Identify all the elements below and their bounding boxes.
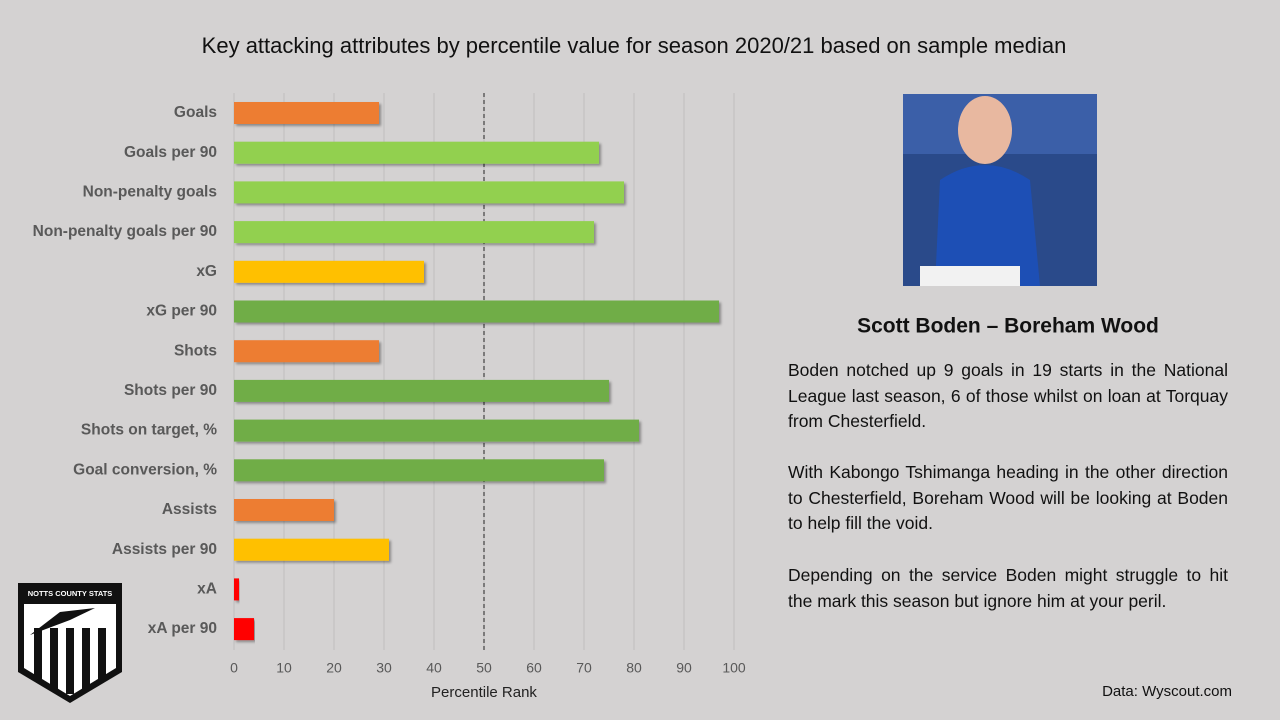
bar <box>234 578 239 601</box>
bar <box>234 419 639 442</box>
x-tick-label: 20 <box>326 660 342 676</box>
y-tick-label: xG per 90 <box>146 303 217 320</box>
chart-title: Key attacking attributes by percentile v… <box>202 33 1067 58</box>
panel-heading: Scott Boden – Boreham Wood <box>857 315 1159 338</box>
y-tick-label: Assists <box>162 501 217 518</box>
x-tick-label: 70 <box>576 660 592 676</box>
x-tick-label: 90 <box>676 660 692 676</box>
bar <box>234 618 254 641</box>
bar <box>234 459 604 482</box>
bar <box>234 300 719 323</box>
paragraph: Depending on the service Boden might str… <box>788 565 1228 611</box>
source: Data: Wyscout.com <box>1102 683 1232 700</box>
x-tick-label: 0 <box>230 660 238 676</box>
y-tick-label: Goals <box>174 104 217 121</box>
bar <box>234 340 379 363</box>
x-tick-label: 100 <box>722 660 746 676</box>
y-tick-label: xG <box>196 263 217 280</box>
x-tick-label: 40 <box>426 660 442 676</box>
paragraph: With Kabongo Tshimanga heading in the ot… <box>788 462 1228 533</box>
y-tick-label: Shots <box>174 342 217 359</box>
y-tick-label: Shots on target, % <box>81 422 217 439</box>
y-tick-label: Goals per 90 <box>124 144 217 161</box>
x-tick-label: 30 <box>376 660 392 676</box>
logo: NOTTS COUNTY STATS <box>18 583 122 703</box>
paragraph: Boden notched up 9 goals in 19 starts in… <box>788 360 1228 431</box>
bar <box>234 379 609 402</box>
bar <box>234 221 594 244</box>
x-tick-label: 50 <box>476 660 492 676</box>
bar <box>234 499 334 521</box>
x-tick-label: 80 <box>626 660 642 676</box>
y-tick-label: Assists per 90 <box>112 541 217 558</box>
player-photo <box>903 94 1097 286</box>
x-axis-label: Percentile Rank <box>431 684 537 701</box>
y-tick-label: xA per 90 <box>148 620 217 637</box>
bar <box>234 141 599 164</box>
y-tick-label: Non-penalty goals <box>83 183 217 200</box>
y-tick-label: Shots per 90 <box>124 382 217 399</box>
y-tick-label: Non-penalty goals per 90 <box>33 223 217 240</box>
y-tick-label: Goal conversion, % <box>73 461 217 478</box>
logo-text: NOTTS COUNTY STATS <box>28 589 113 598</box>
bar <box>234 181 624 204</box>
bar <box>234 102 379 124</box>
x-tick-label: 10 <box>276 660 292 676</box>
bar <box>234 260 424 283</box>
x-tick-label: 60 <box>526 660 542 676</box>
y-tick-label: xA <box>197 580 217 597</box>
bar <box>234 538 389 561</box>
